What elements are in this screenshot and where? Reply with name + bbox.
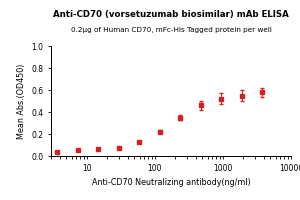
X-axis label: Anti-CD70 Neutralizing antibody(ng/ml): Anti-CD70 Neutralizing antibody(ng/ml) bbox=[92, 178, 250, 187]
Y-axis label: Mean Abs.(OD450): Mean Abs.(OD450) bbox=[17, 63, 26, 139]
Text: Anti-CD70 (vorsetuzumab biosimilar) mAb ELISA: Anti-CD70 (vorsetuzumab biosimilar) mAb … bbox=[53, 10, 289, 19]
Text: 0.2μg of Human CD70, mFc-His Tagged protein per well: 0.2μg of Human CD70, mFc-His Tagged prot… bbox=[70, 27, 272, 33]
